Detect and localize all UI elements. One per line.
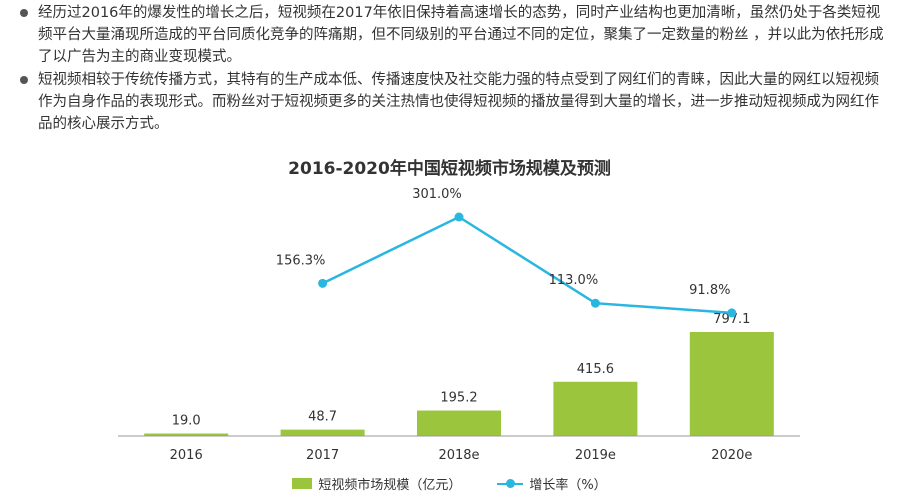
description-text: 经历过2016年的爆发性的增长之后，短视频在2017年依旧保持着高速增长的态势，… (18, 2, 893, 136)
chart-title: 2016-2020年中国短视频市场规模及预测 (288, 159, 611, 179)
paragraph-2: 短视频相较于传统传播方式，其特有的生产成本低、传播速度快及社交能力强的特点受到了… (18, 69, 893, 135)
bullet-icon (20, 9, 28, 17)
growth-label-2017: 156.3% (276, 253, 326, 268)
growth-point-2019e (590, 298, 600, 308)
growth-label-2019e: 113.0% (549, 273, 599, 288)
x-tick-label-2020e: 2020e (711, 448, 752, 463)
bar-2016 (144, 433, 229, 436)
x-tick-label-2018e: 2018e (438, 448, 479, 463)
growth-rate-line (322, 215, 732, 315)
line-swatch-icon (497, 478, 524, 489)
legend-item-market-size: 短视频市场规模（亿元） (292, 474, 461, 493)
x-tick-label-2016: 2016 (170, 448, 203, 463)
bar-2019e (553, 381, 638, 436)
bar-2018e (417, 410, 501, 436)
legend-label-growth-rate: 增长率（%） (529, 478, 607, 493)
chart-legend: 短视频市场规模（亿元） 增长率（%） (0, 474, 899, 493)
bar-2020e (689, 331, 774, 436)
paragraph-2-text: 短视频相较于传统传播方式，其特有的生产成本低、传播速度快及社交能力强的特点受到了… (38, 72, 879, 132)
bar-label-2020e: 797.1 (713, 312, 750, 327)
growth-point-2018e (454, 212, 464, 222)
bar-2017 (280, 429, 365, 436)
x-tick-label-2017: 2017 (306, 448, 339, 463)
bar-label-2017: 48.7 (308, 410, 337, 425)
bullet-icon (20, 76, 28, 84)
bar-label-2019e: 415.6 (577, 362, 614, 377)
growth-point-2017 (318, 278, 328, 288)
growth-label-2020e: 91.8% (689, 283, 730, 298)
paragraph-1: 经历过2016年的爆发性的增长之后，短视频在2017年依旧保持着高速增长的态势，… (18, 2, 893, 68)
paragraph-1-text: 经历过2016年的爆发性的增长之后，短视频在2017年依旧保持着高速增长的态势，… (38, 5, 884, 65)
legend-label-market-size: 短视频市场规模（亿元） (318, 478, 462, 493)
bar-label-2018e: 195.2 (440, 391, 477, 406)
bar-swatch-icon (292, 478, 313, 489)
growth-point-2020e (727, 308, 737, 318)
x-tick-label-2019e: 2019e (575, 448, 616, 463)
legend-item-growth-rate: 增长率（%） (497, 474, 607, 493)
growth-label-2018e: 301.0% (412, 187, 462, 202)
bar-label-2016: 19.0 (172, 414, 201, 429)
